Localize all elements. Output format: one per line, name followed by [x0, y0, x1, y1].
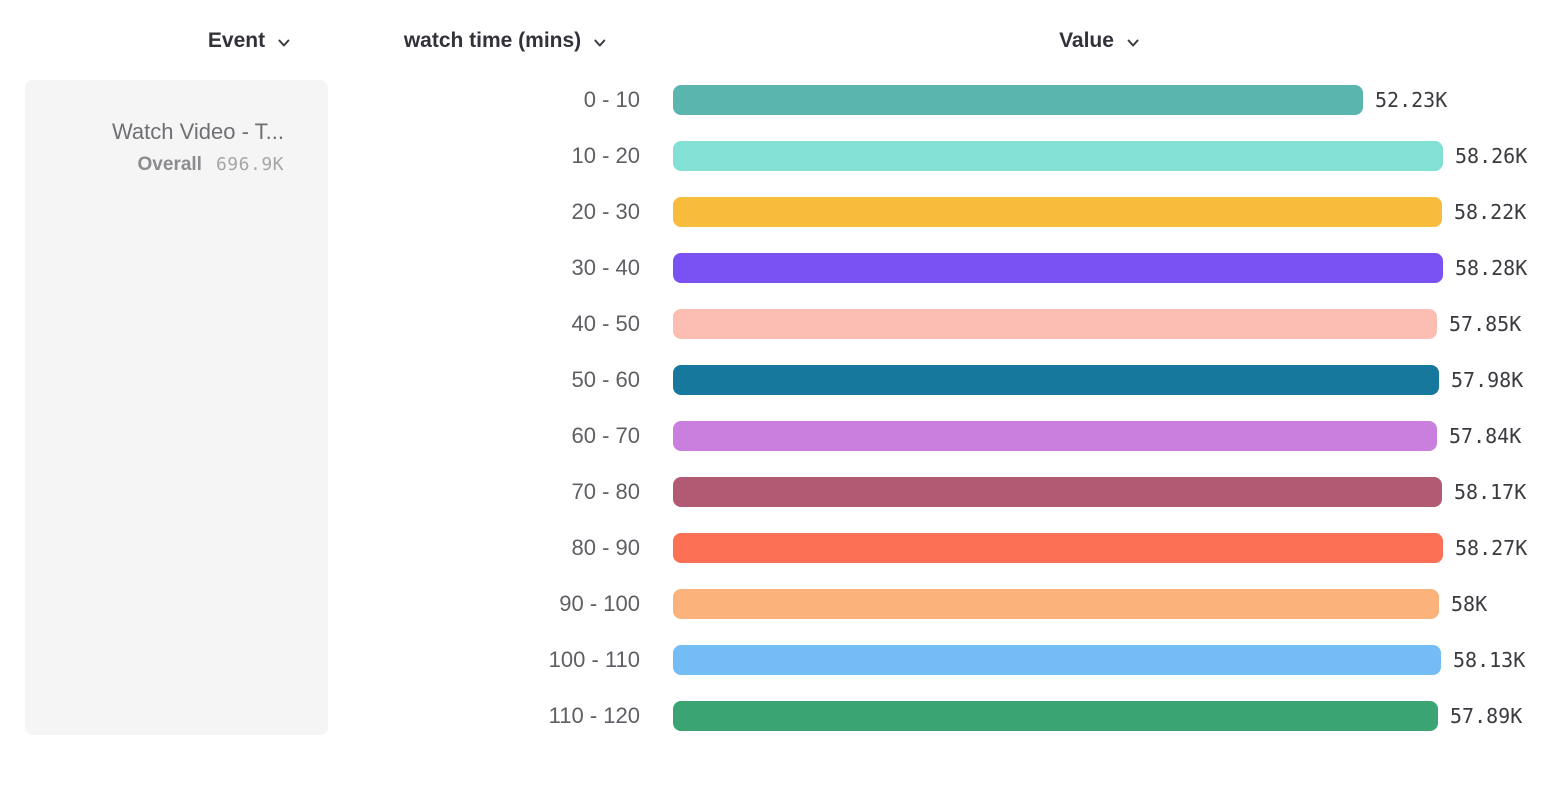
- category-label: 100 - 110: [548, 647, 640, 672]
- value-label: 57.98K: [1451, 368, 1524, 392]
- category-label: 30 - 40: [571, 255, 641, 280]
- value-label: 57.84K: [1449, 424, 1522, 448]
- chart-row: 50 - 60 57.98K: [0, 365, 1523, 395]
- chart-row: 30 - 40 58.28K: [0, 253, 1527, 283]
- chart-row: 40 - 50 57.85K: [0, 309, 1521, 339]
- value-label: 58.13K: [1453, 648, 1526, 672]
- overall-value: 696.9K: [215, 154, 284, 175]
- category-label: 90 - 100: [559, 591, 640, 616]
- column-header-breakdown[interactable]: watch time (mins): [404, 29, 608, 53]
- chevron-down-icon: [1127, 39, 1139, 46]
- value-label: 57.85K: [1449, 312, 1522, 336]
- chart-row: 90 - 100 58K: [0, 589, 1487, 619]
- column-header-value[interactable]: Value: [1059, 29, 1141, 53]
- category-label: 110 - 120: [548, 703, 640, 728]
- bar-segment[interactable]: [673, 421, 1437, 451]
- bar-segment[interactable]: [673, 645, 1441, 675]
- value-label: 52.23K: [1375, 88, 1448, 112]
- value-label: 58.28K: [1455, 256, 1528, 280]
- column-header-breakdown-label: watch time (mins): [403, 29, 582, 52]
- chart-row: 20 - 30 58.22K: [0, 197, 1526, 227]
- chevron-down-icon: [278, 39, 290, 46]
- value-label: 58.17K: [1454, 480, 1527, 504]
- chart-row: 100 - 110 58.13K: [0, 645, 1525, 675]
- bar-segment[interactable]: [673, 365, 1439, 395]
- chart-row: 60 - 70 57.84K: [0, 421, 1521, 451]
- overall-label: Overall: [137, 154, 202, 175]
- chevron-down-icon: [594, 39, 606, 46]
- bar-segment[interactable]: [673, 533, 1443, 563]
- bar-segment[interactable]: [673, 253, 1443, 283]
- value-label: 58.26K: [1455, 144, 1528, 168]
- category-label: 70 - 80: [571, 479, 641, 504]
- category-label: 10 - 20: [571, 143, 641, 168]
- bar-segment[interactable]: [673, 141, 1443, 171]
- category-label: 50 - 60: [571, 367, 641, 392]
- chart-row: 110 - 120 57.89K: [0, 701, 1522, 731]
- chart-row: 10 - 20 58.26K: [0, 141, 1527, 171]
- bar-segment[interactable]: [673, 85, 1363, 115]
- chart-row: 70 - 80 58.17K: [0, 477, 1526, 507]
- value-label: 58.22K: [1454, 200, 1527, 224]
- category-label: 80 - 90: [571, 535, 641, 560]
- bar-segment[interactable]: [673, 309, 1437, 339]
- category-label: 60 - 70: [571, 423, 641, 448]
- chart-row: 0 - 10 52.23K: [0, 85, 1447, 115]
- column-header-event[interactable]: Event: [208, 29, 292, 53]
- bar-segment[interactable]: [673, 197, 1442, 227]
- event-title: Watch Video - T...: [111, 119, 284, 144]
- bar-segment[interactable]: [673, 589, 1439, 619]
- category-label: 0 - 10: [583, 87, 640, 112]
- category-label: 40 - 50: [571, 311, 641, 336]
- value-label: 58K: [1451, 592, 1488, 616]
- bar-segment[interactable]: [673, 701, 1438, 731]
- chart-row: 80 - 90 58.27K: [0, 533, 1527, 563]
- value-label: 58.27K: [1455, 536, 1528, 560]
- event-overall-row: Overall 696.9K: [45, 154, 284, 176]
- bar-segment[interactable]: [673, 477, 1442, 507]
- value-label: 57.89K: [1450, 704, 1523, 728]
- category-label: 20 - 30: [571, 199, 641, 224]
- column-header-value-label: Value: [1059, 29, 1114, 52]
- column-header-event-label: Event: [207, 29, 266, 52]
- event-legend-card[interactable]: Watch Video - T... Overall 696.9K: [25, 80, 328, 735]
